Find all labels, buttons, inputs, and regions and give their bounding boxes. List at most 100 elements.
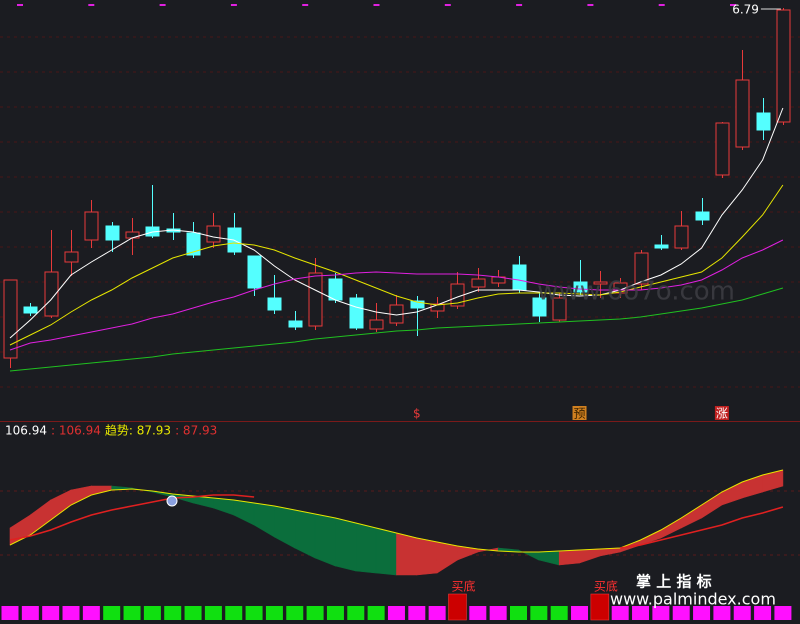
signal-label: 预 [574,407,586,421]
indicator-header: : 87.93 [175,424,217,438]
candle-body [349,297,364,329]
strip-cell [42,606,60,620]
signal-box [572,406,587,420]
candle-body [3,279,18,359]
strip-cell [1,606,19,620]
signal-bar [590,593,610,621]
strip-cell [286,606,304,620]
strip-cell [611,606,629,620]
watermark: 掌 上 指 标 [636,573,712,591]
strip-cell [469,606,487,620]
band-segment [335,517,357,572]
band-segment [314,513,336,567]
indicator-line [9,494,784,549]
watermark: www.palmindex.com [610,590,776,609]
band-segment [396,532,418,576]
candle-body [735,79,750,148]
candle-body [288,320,303,328]
strip-cell [306,606,324,620]
strip-cell [143,606,161,620]
cross-icon [166,495,178,507]
strip-cell [428,606,446,620]
strip-cell [367,606,385,620]
strip-cell [754,606,772,620]
strip-cell [571,606,589,620]
strip-cell [62,606,80,620]
strip-cell [184,606,202,620]
candle-body [715,122,730,176]
strip-cell [550,606,568,620]
high-label: 6.79 [732,3,759,17]
candle-body [756,112,771,131]
candle-body [613,282,628,294]
signal-text: 买底 [451,579,475,594]
candle-body [328,278,343,301]
watermark: www.6o7o.com [537,277,735,307]
candle-body [44,271,59,317]
strip-cell [326,606,344,620]
candle-body [695,211,710,221]
indicator-header: : 106.94 [51,424,101,438]
candle-body [84,211,99,241]
ma-line [9,107,784,339]
strip-cell [530,606,548,620]
strip-cell [510,606,527,620]
band-segment [375,527,397,576]
band-segment [416,537,438,576]
strip-cell [672,606,690,620]
strip-cell [489,606,507,620]
indicator-line [9,469,784,553]
signal-bar [448,593,467,621]
candle-body [247,255,262,289]
strip-cell [103,606,121,620]
strip-cell [652,606,670,620]
strip-cell [408,606,426,620]
signal-label: $ [413,407,421,421]
candle-body [308,272,323,327]
indicator-header: 趋势: 87.93 [105,424,171,438]
strip-cell [123,606,141,620]
candle-body [512,264,527,291]
strip-cell [245,606,263,620]
candle-body [552,297,567,321]
candle-body [634,252,649,285]
candle-body [105,225,120,241]
band-segment [355,522,377,574]
candle-body [593,281,608,285]
signal-box [714,406,729,420]
strip-cell [733,606,751,620]
strip-cell [225,606,243,620]
strip-cell [693,606,711,620]
candle-body [64,251,79,263]
strip-cell [204,606,222,620]
candle-body [206,225,221,243]
strip-cell [632,606,650,620]
strip-cell [265,606,283,620]
strip-cell [713,606,731,620]
candle-body [776,9,791,123]
ma-line [9,184,784,346]
strip-cell [774,606,792,620]
candle-body [267,297,282,311]
candle-body [369,319,384,330]
candle-body [23,306,38,314]
candle-body [125,231,140,239]
candle-body [674,225,689,249]
candle-body [654,244,669,249]
strip-cell [164,606,182,620]
candle-body [573,281,588,293]
strip-cell [387,606,405,620]
strip-cell [21,606,39,620]
ma-line [9,239,784,351]
strip-cell [82,606,100,620]
candle-body [532,297,547,317]
indicator-header: 106.94 [5,424,47,438]
strip-cell [347,606,365,620]
candle-body [186,232,201,256]
signal-text: 买底 [594,579,618,594]
candle-body [410,300,425,309]
candle-body [471,278,486,288]
band-segment [558,549,580,566]
signal-label: 涨 [716,406,728,421]
